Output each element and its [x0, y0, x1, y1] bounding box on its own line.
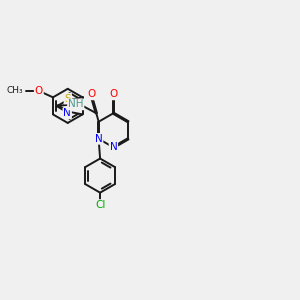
- Text: CH₃: CH₃: [6, 86, 23, 95]
- Text: S: S: [64, 94, 71, 103]
- Text: N: N: [63, 108, 71, 118]
- Text: N: N: [110, 142, 117, 152]
- Text: Cl: Cl: [95, 200, 105, 210]
- Text: O: O: [88, 89, 96, 99]
- Text: NH: NH: [68, 99, 83, 110]
- Text: O: O: [35, 86, 43, 96]
- Text: O: O: [109, 89, 118, 99]
- Text: N: N: [95, 134, 103, 144]
